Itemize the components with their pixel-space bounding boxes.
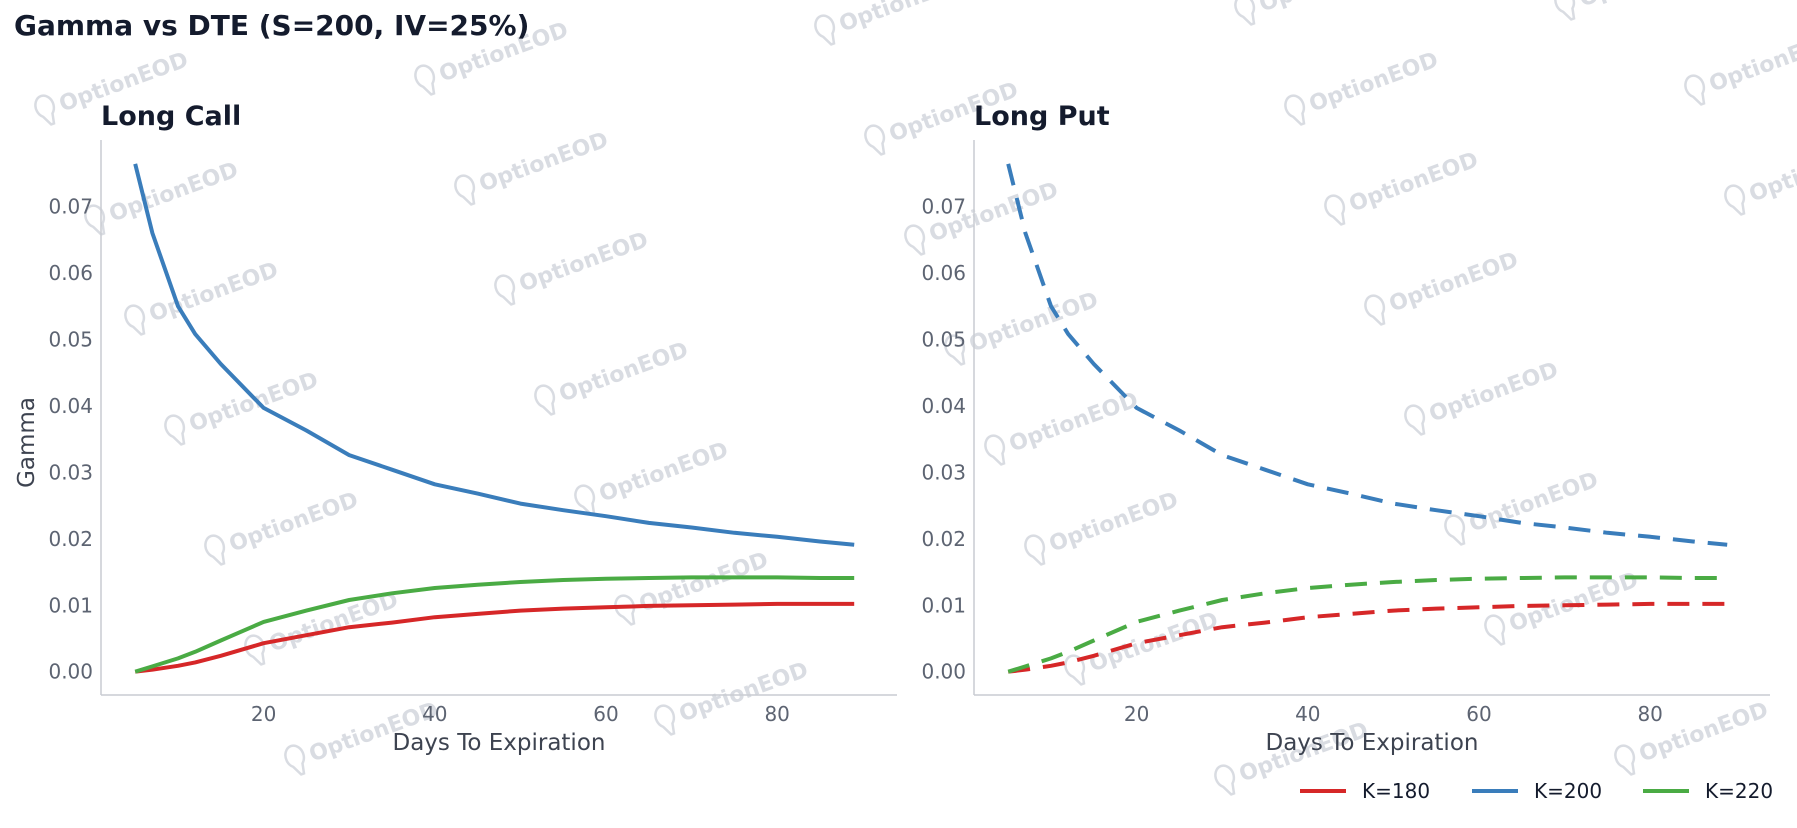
y-tick-label: 0.01 <box>48 593 93 617</box>
watermark-text: OptionEOD <box>516 228 652 298</box>
watermark: OptionEOD <box>1024 488 1182 566</box>
watermark-text: OptionEOD <box>226 488 362 558</box>
y-tick-label: 0.05 <box>921 327 966 351</box>
watermark: OptionEOD <box>1554 0 1712 21</box>
series-line-k-180 <box>1007 601 1728 674</box>
series-line-k-220 <box>1007 575 1728 674</box>
y-tick-label: 0.07 <box>48 194 93 218</box>
y-tick-label: 0.03 <box>48 460 93 484</box>
watermark-text: OptionEOD <box>1346 148 1482 218</box>
x-axis-label: Days To Expiration <box>393 730 606 756</box>
watermark: OptionEOD <box>1364 248 1522 326</box>
watermark: OptionEOD <box>614 548 772 626</box>
watermark-text: OptionEOD <box>1046 488 1182 558</box>
watermark: OptionEOD <box>1214 718 1372 796</box>
legend-label: K=200 <box>1534 779 1602 803</box>
x-tick-label: 60 <box>1466 702 1491 726</box>
watermark-text: OptionEOD <box>1256 0 1392 17</box>
x-tick-label: 20 <box>251 702 276 726</box>
watermark-text: OptionEOD <box>556 338 692 408</box>
x-axis-label: Days To Expiration <box>1266 730 1479 756</box>
figure-title: Gamma vs DTE (S=200, IV=25%) <box>14 9 529 42</box>
panel-title: Long Call <box>101 101 241 132</box>
watermark: OptionEOD <box>1404 358 1562 436</box>
x-tick-label: 40 <box>422 702 447 726</box>
x-tick-label: 60 <box>593 702 618 726</box>
watermark: OptionEOD <box>454 128 612 206</box>
x-tick-label: 20 <box>1124 702 1149 726</box>
watermark: OptionEOD <box>1234 0 1392 26</box>
watermark: OptionEOD <box>124 258 282 336</box>
watermark-text: OptionEOD <box>476 128 612 198</box>
y-tick-label: 0.06 <box>48 261 93 285</box>
x-tick-label: 80 <box>764 702 789 726</box>
y-tick-label: 0.00 <box>921 660 966 684</box>
long-call-panel: Long Call 0.00 0.01 0.02 0.03 0.04 0.05 0.06 0.0… <box>14 101 897 756</box>
watermark: OptionEOD <box>84 158 242 236</box>
watermark-text: OptionEOD <box>1386 248 1522 318</box>
y-tick-label: 0.01 <box>921 593 966 617</box>
watermark-text: OptionEOD <box>966 288 1102 358</box>
watermark-layer: OptionEOD OptionEOD OptionEOD OptionEOD Opti… <box>34 0 1797 796</box>
watermark: OptionEOD <box>1614 698 1772 776</box>
watermark-text: OptionEOD <box>1746 138 1797 208</box>
watermark-text: OptionEOD <box>106 158 242 228</box>
series-line-k-220 <box>134 575 855 674</box>
y-axis-label: Gamma <box>14 397 40 488</box>
watermark-text: OptionEOD <box>1306 48 1442 118</box>
y-tick-label: 0.02 <box>921 527 966 551</box>
watermark-text: OptionEOD <box>1006 388 1142 458</box>
y-tick-label: 0.00 <box>48 660 93 684</box>
series-line-k-200 <box>133 163 855 547</box>
watermark: OptionEOD <box>574 438 732 516</box>
y-tick-label: 0.07 <box>921 194 966 218</box>
watermark-text: OptionEOD <box>1576 0 1712 12</box>
watermark-text: OptionEOD <box>1466 468 1602 538</box>
watermark: OptionEOD <box>1684 28 1797 106</box>
watermark-text: OptionEOD <box>1706 28 1797 98</box>
x-tick-label: 40 <box>1295 702 1320 726</box>
watermark: OptionEOD <box>534 338 692 416</box>
watermark: OptionEOD <box>494 228 652 306</box>
legend-label: K=180 <box>1362 779 1430 803</box>
watermark: OptionEOD <box>944 288 1102 366</box>
watermark-text: OptionEOD <box>1426 358 1562 428</box>
series-line-k-200 <box>1006 163 1728 547</box>
y-tick-label: 0.03 <box>921 460 966 484</box>
y-tick-label: 0.02 <box>48 527 93 551</box>
watermark: OptionEOD <box>164 368 322 446</box>
legend: K=180 K=200 K=220 <box>1300 779 1773 803</box>
watermark: OptionEOD <box>1724 138 1797 216</box>
y-tick-label: 0.04 <box>48 394 93 418</box>
watermark: OptionEOD <box>1324 148 1482 226</box>
watermark: OptionEOD <box>1064 608 1222 686</box>
watermark: OptionEOD <box>814 0 972 46</box>
watermark: OptionEOD <box>204 488 362 566</box>
y-tick-label: 0.05 <box>48 327 93 351</box>
watermark: OptionEOD <box>1444 468 1602 546</box>
watermark: OptionEOD <box>1284 48 1442 126</box>
watermark-text: OptionEOD <box>676 658 812 728</box>
panel-title: Long Put <box>974 101 1110 132</box>
x-tick-label: 80 <box>1637 702 1662 726</box>
y-tick-label: 0.04 <box>921 394 966 418</box>
watermark: OptionEOD <box>984 388 1142 466</box>
watermark-text: OptionEOD <box>836 0 972 37</box>
y-tick-label: 0.06 <box>921 261 966 285</box>
legend-label: K=220 <box>1705 779 1773 803</box>
series-line-k-180 <box>134 601 855 674</box>
watermark-text: OptionEOD <box>596 438 732 508</box>
long-put-panel: Long Put 0.00 0.01 0.02 0.03 0.04 0.05 0.06 0.07… <box>921 101 1770 756</box>
